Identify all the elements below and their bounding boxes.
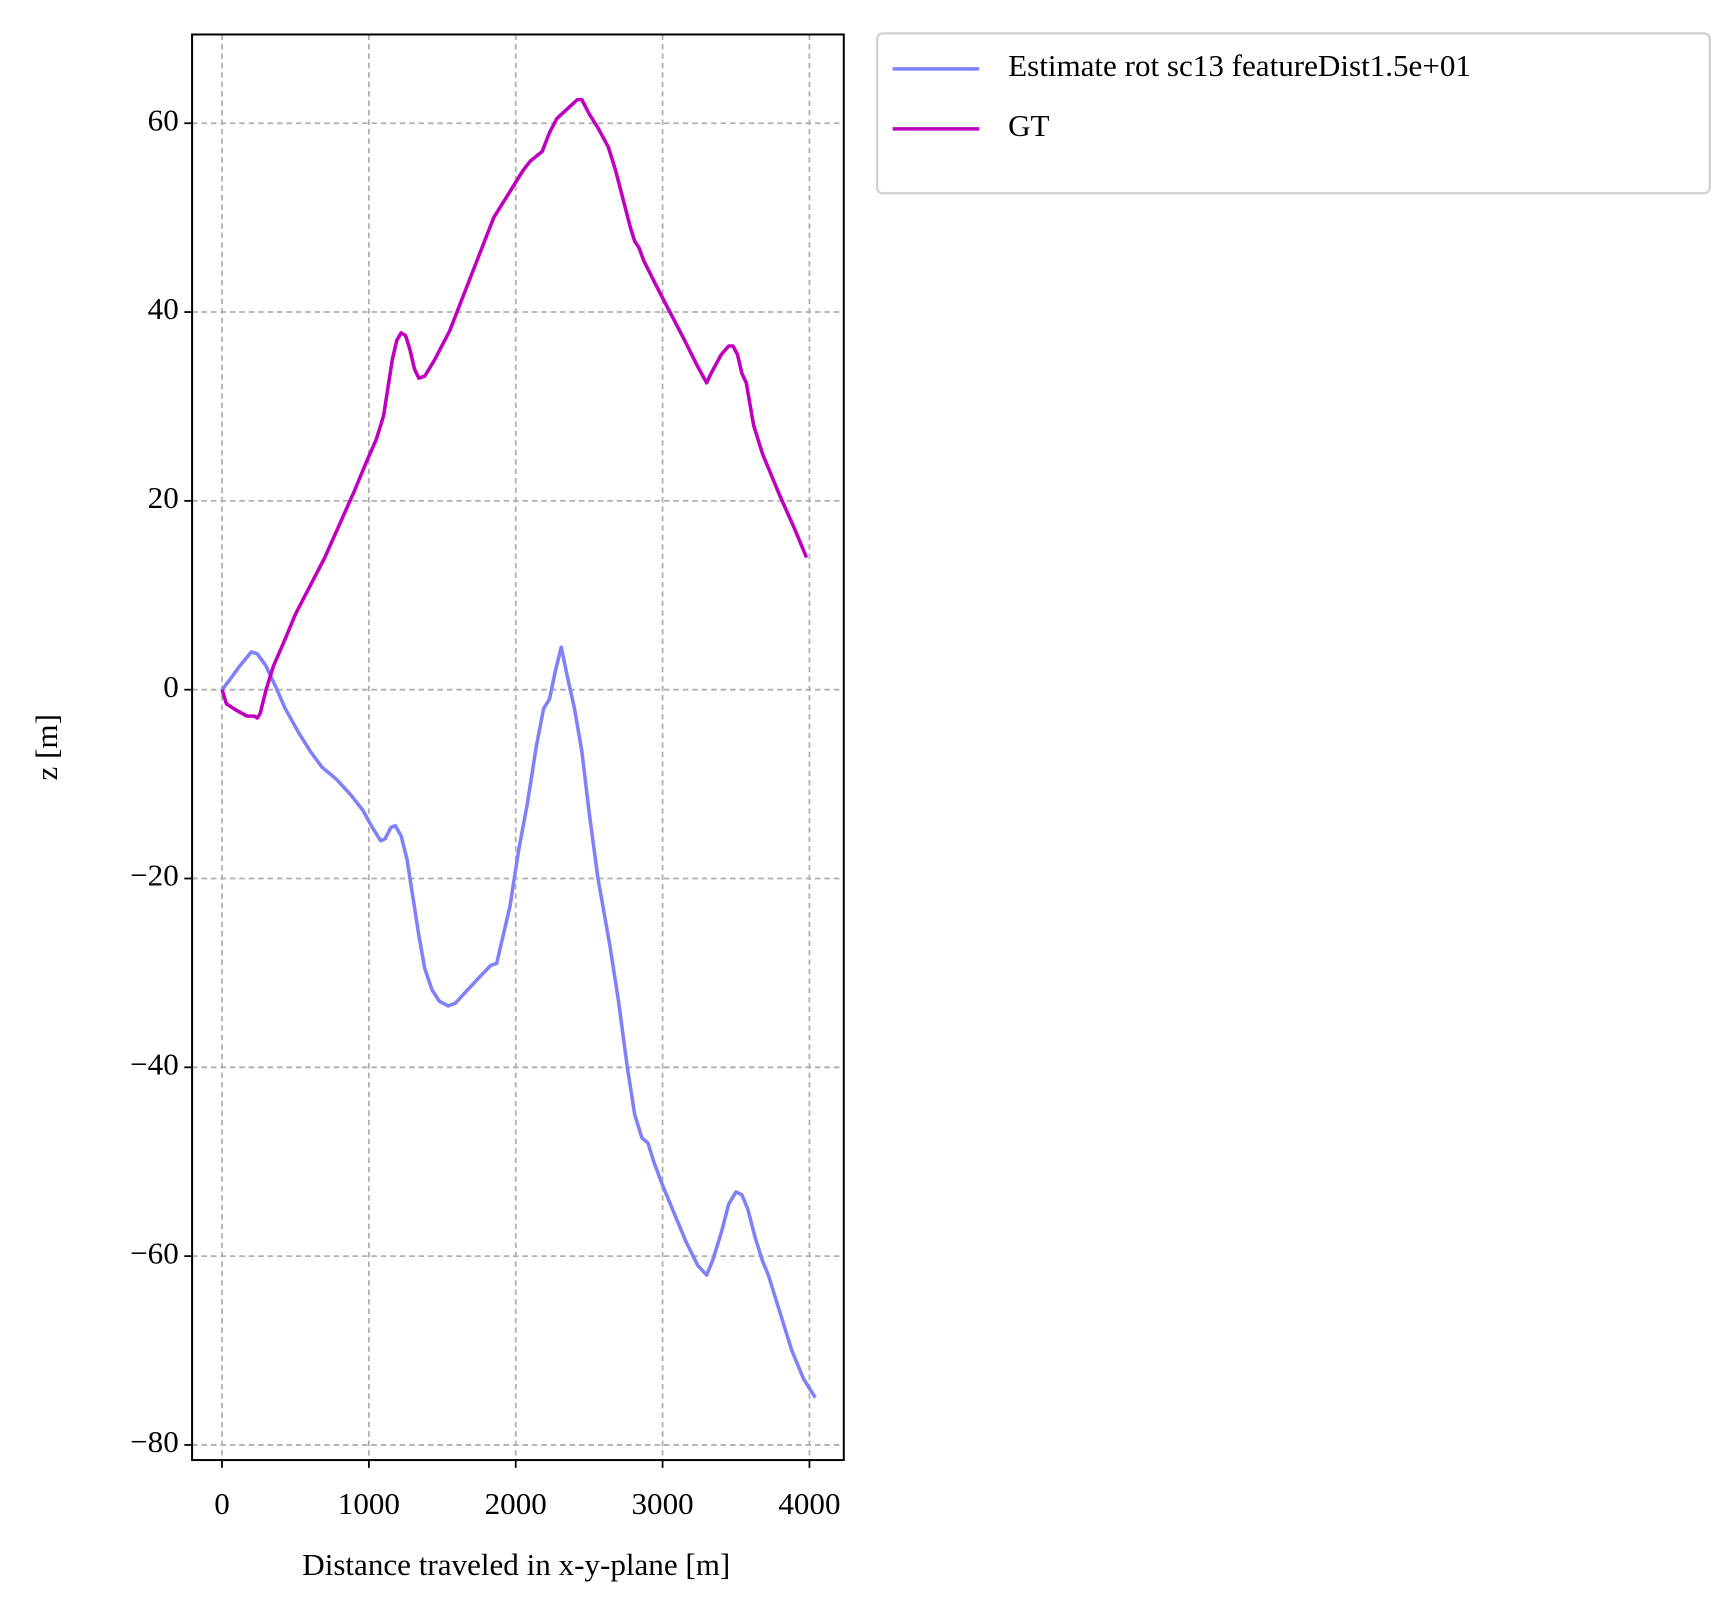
y-tick-label: −80 bbox=[130, 1424, 179, 1459]
y-tick-label: −60 bbox=[130, 1235, 179, 1270]
y-tick-label: 0 bbox=[163, 669, 179, 704]
y-tick-label: −40 bbox=[130, 1046, 179, 1081]
legend: Estimate rot sc13 featureDist1.5e+01 GT bbox=[875, 32, 1711, 195]
y-tick-label: −20 bbox=[130, 858, 179, 893]
x-tick-label: 2000 bbox=[485, 1486, 547, 1521]
y-tick-label: 20 bbox=[148, 480, 179, 515]
x-tick-label: 3000 bbox=[632, 1486, 694, 1521]
y-tick-label: 40 bbox=[148, 291, 179, 326]
legend-label: Estimate rot sc13 featureDist1.5e+01 bbox=[1008, 48, 1471, 83]
legend-label: GT bbox=[1008, 108, 1049, 143]
series-line bbox=[220, 645, 817, 1399]
legend-box bbox=[875, 32, 1711, 195]
plot-frame bbox=[191, 33, 845, 1462]
x-tick-label: 0 bbox=[214, 1486, 230, 1521]
series-line bbox=[220, 97, 809, 720]
x-tick-label: 4000 bbox=[778, 1486, 840, 1521]
y-tick-label: 60 bbox=[148, 102, 179, 137]
x-axis-label: Distance traveled in x-y-plane [m] bbox=[302, 1547, 730, 1582]
y-axis-label: z [m] bbox=[29, 714, 64, 780]
x-tick-label: 1000 bbox=[338, 1486, 400, 1521]
